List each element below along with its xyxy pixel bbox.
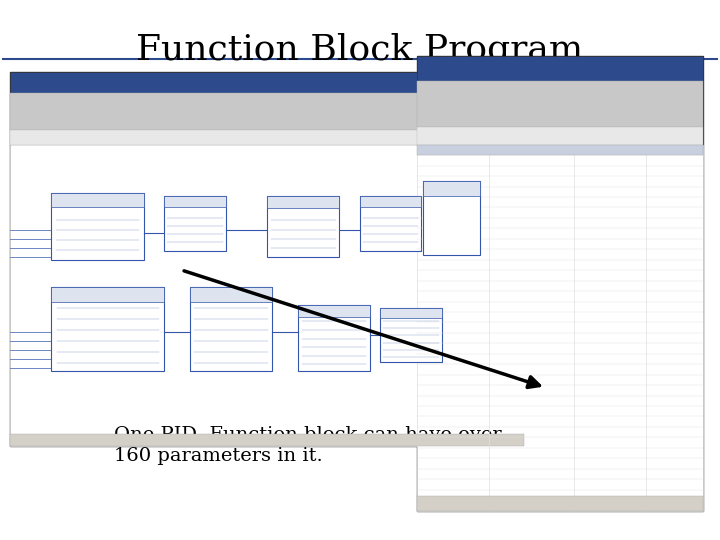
- Bar: [10, 93, 524, 130]
- Bar: [164, 197, 226, 207]
- Bar: [267, 197, 339, 208]
- Bar: [267, 197, 339, 256]
- Bar: [380, 308, 442, 362]
- Bar: [360, 197, 421, 207]
- Bar: [10, 434, 524, 447]
- Bar: [190, 287, 272, 371]
- Bar: [360, 197, 421, 251]
- Bar: [417, 81, 703, 127]
- Bar: [417, 56, 703, 81]
- Bar: [298, 305, 370, 371]
- Bar: [380, 308, 442, 318]
- Bar: [10, 130, 524, 145]
- Bar: [423, 181, 480, 196]
- Text: 160 parameters in it.: 160 parameters in it.: [114, 447, 323, 465]
- Bar: [417, 145, 703, 510]
- Bar: [51, 287, 164, 302]
- Text: Function Block Program: Function Block Program: [136, 32, 584, 66]
- Bar: [51, 193, 144, 207]
- Bar: [417, 145, 703, 156]
- Bar: [417, 496, 703, 510]
- Bar: [10, 72, 524, 447]
- Bar: [10, 72, 524, 93]
- Bar: [298, 305, 370, 317]
- Bar: [423, 181, 480, 254]
- Bar: [417, 56, 703, 510]
- Text: One PID  Function block can have over: One PID Function block can have over: [114, 426, 501, 444]
- Bar: [51, 193, 144, 260]
- Bar: [190, 287, 272, 302]
- Bar: [10, 145, 524, 447]
- Bar: [164, 197, 226, 251]
- Bar: [417, 127, 703, 145]
- Bar: [51, 287, 164, 371]
